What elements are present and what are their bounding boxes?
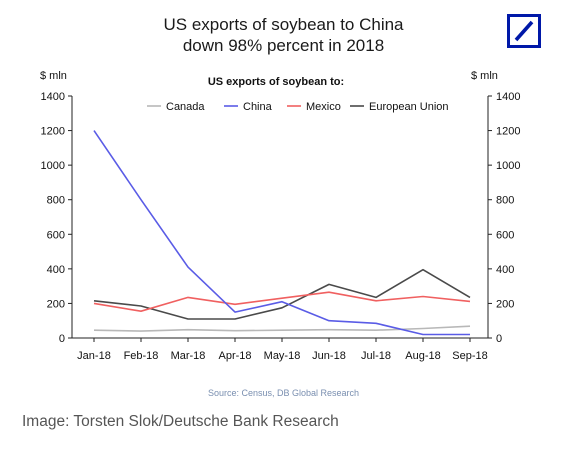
legend: Canada China Mexico European Union — [147, 101, 449, 113]
image-caption: Image: Torsten Slok/Deutsche Bank Resear… — [22, 413, 339, 431]
series-line-european-union — [94, 270, 470, 319]
y-unit-right: $ mln — [471, 70, 498, 82]
y-tick-label-left: 200 — [47, 298, 65, 310]
series-lines — [94, 131, 470, 335]
y-tick-label-left: 400 — [47, 264, 65, 276]
y-tick-label-right: 1200 — [496, 126, 520, 138]
y-tick-label-right: 200 — [496, 298, 514, 310]
x-tick-label: Sep-18 — [452, 350, 487, 362]
y-tick-label-right: 800 — [496, 195, 514, 207]
y-tick-label-left: 1400 — [41, 91, 65, 103]
axes: 0 0 200 200 400 400 600 600 800 800 1000 1000 1200 12… — [41, 91, 521, 362]
x-tick-label: Jul-18 — [361, 350, 391, 362]
x-tick-label: Jun-18 — [312, 350, 346, 362]
legend-label-mexico: Mexico — [306, 101, 341, 113]
legend-label-european-union: European Union — [369, 101, 449, 113]
y-tick-label-right: 0 — [496, 333, 502, 345]
y-tick-label-left: 1000 — [41, 160, 65, 172]
y-tick-label-right: 1400 — [496, 91, 520, 103]
y-tick-label-right: 400 — [496, 264, 514, 276]
x-tick-label: Feb-18 — [124, 350, 159, 362]
legend-label-canada: Canada — [166, 101, 205, 113]
series-line-china — [94, 131, 470, 335]
y-unit-left: $ mln — [40, 70, 67, 82]
x-tick-label: Mar-18 — [171, 350, 206, 362]
y-tick-label-left: 1200 — [41, 126, 65, 138]
y-tick-label-left: 800 — [47, 195, 65, 207]
chart-subtitle: US exports of soybean to: — [208, 76, 344, 88]
y-tick-label-left: 0 — [59, 333, 65, 345]
y-tick-label-right: 600 — [496, 229, 514, 241]
legend-label-china: China — [243, 101, 273, 113]
x-tick-label: Jan-18 — [77, 350, 111, 362]
y-tick-label-right: 1000 — [496, 160, 520, 172]
y-tick-label-left: 600 — [47, 229, 65, 241]
source-note: Source: Census, DB Global Research — [0, 388, 567, 398]
series-line-canada — [94, 326, 470, 331]
x-tick-label: May-18 — [264, 350, 301, 362]
x-tick-label: Apr-18 — [218, 350, 251, 362]
x-tick-label: Aug-18 — [405, 350, 440, 362]
